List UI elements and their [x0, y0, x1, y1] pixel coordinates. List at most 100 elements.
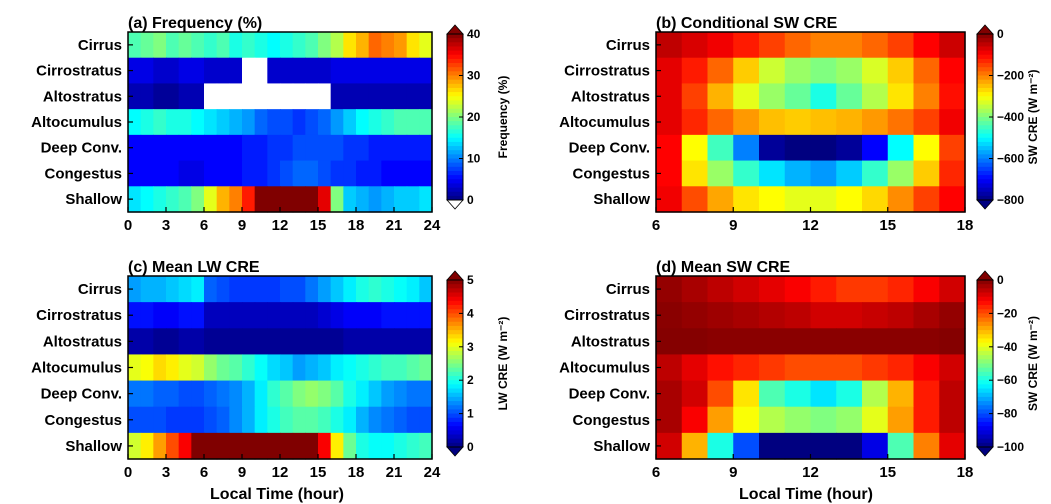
row-label: Altocumulus: [31, 360, 122, 377]
heatmap-cell: [707, 354, 734, 382]
heatmap-cell: [810, 32, 837, 59]
heatmap-cell: [292, 57, 306, 85]
heatmap-cell: [280, 32, 294, 59]
heatmap-cell: [836, 276, 863, 303]
colorbar-segment: [447, 392, 463, 398]
colorbar-segment: [977, 346, 993, 352]
heatmap-cell: [242, 380, 256, 408]
heatmap-cell: [292, 302, 306, 329]
heatmap-cell: [191, 354, 205, 382]
colorbar-segment: [447, 46, 463, 51]
colorbar-max-arrow: [446, 24, 464, 35]
colorbar-segment: [447, 384, 463, 389]
colorbar-min-arrow: [446, 199, 464, 210]
colorbar-segment: [977, 38, 993, 43]
heatmap-cell: [381, 406, 395, 434]
heatmap-cell: [242, 109, 256, 136]
heatmap-cell: [153, 354, 167, 382]
colorbar-segment: [977, 183, 993, 188]
heatmap-cell: [810, 328, 837, 356]
colorbar-segment: [977, 284, 993, 289]
colorbar-segment: [977, 342, 993, 348]
heatmap-cell: [216, 406, 230, 434]
heatmap-cell: [394, 302, 408, 329]
heatmap-cell: [191, 134, 205, 162]
x-tick-label: 15: [879, 217, 896, 234]
heatmap-cell: [254, 328, 268, 356]
heatmap-cell: [419, 134, 433, 162]
colorbar-segment: [447, 338, 463, 344]
colorbar-max-arrow: [976, 270, 994, 281]
heatmap-cell: [191, 276, 205, 303]
heatmap-cell: [419, 109, 433, 136]
colorbar-segment: [447, 409, 463, 414]
heatmap-cell: [191, 432, 205, 460]
heatmap-cell: [356, 186, 370, 213]
colorbar-segment: [977, 401, 993, 406]
x-tick-label: 0: [124, 217, 132, 234]
colorbar-segment: [447, 75, 463, 81]
heatmap-cell: [784, 380, 812, 408]
heatmap-cell: [381, 380, 395, 408]
colorbar-segment: [977, 92, 993, 97]
heatmap-cell: [862, 380, 889, 408]
colorbar-segment: [977, 300, 993, 306]
heatmap-cell: [707, 83, 734, 110]
colorbar-tick-label: 20: [467, 110, 481, 124]
x-tick-label: 21: [386, 464, 403, 481]
heatmap-cell: [759, 302, 786, 329]
colorbar-segment: [447, 154, 463, 159]
colorbar-segment: [447, 321, 463, 327]
row-label: Cirrostratus: [36, 307, 122, 324]
colorbar-segment: [977, 392, 993, 398]
heatmap-cell: [862, 160, 889, 187]
heatmap-cell: [862, 57, 889, 85]
heatmap-cell: [784, 109, 812, 136]
heatmap-cell: [784, 83, 812, 110]
heatmap-cell: [204, 432, 218, 460]
row-label: Deep Conv.: [569, 386, 650, 403]
heatmap-cell: [292, 134, 306, 162]
heatmap-cell: [836, 134, 863, 162]
row-label: Shallow: [593, 438, 650, 455]
colorbar-segment: [447, 117, 463, 122]
x-tick-label: 6: [200, 217, 208, 234]
colorbar-segment: [977, 175, 993, 180]
heatmap-cell: [254, 432, 268, 460]
row-label: Altostratus: [571, 88, 650, 105]
heatmap-cell: [368, 134, 382, 162]
heatmap-cell: [166, 276, 180, 303]
heatmap-cell: [330, 380, 344, 408]
panel-title: (a) Frequency (%): [128, 15, 262, 32]
colorbar-segment: [447, 305, 463, 310]
colorbar-segment: [977, 367, 993, 373]
heatmap-cell: [394, 186, 408, 213]
heatmap-cell: [394, 276, 408, 303]
heatmap-cell: [343, 83, 357, 110]
heatmap-cell: [356, 134, 370, 162]
heatmap-cell: [368, 328, 382, 356]
heatmap-cell: [267, 328, 281, 356]
heatmap-cell: [381, 32, 395, 59]
colorbar-segment: [977, 170, 993, 176]
heatmap-cell: [419, 186, 433, 213]
heatmap-cell: [140, 83, 154, 110]
heatmap-cell: [229, 302, 243, 329]
heatmap-cell: [267, 57, 281, 85]
colorbar-segment: [977, 75, 993, 81]
heatmap-cell: [381, 328, 395, 356]
heatmap-cell: [810, 276, 837, 303]
panel-d-mean-sw-cre: Cirrus Cirrostratus Altostratus Altocumulus…: [559, 259, 1040, 481]
colorbar-segment: [977, 150, 993, 155]
row-label: Deep Conv.: [41, 386, 122, 403]
x-tick-label: 12: [802, 217, 819, 234]
colorbar-tick-label: −100: [997, 440, 1024, 454]
heatmap-cell: [166, 354, 180, 382]
heatmap-cell: [140, 134, 154, 162]
colorbar-segment: [447, 380, 463, 385]
colorbar-segment: [447, 346, 463, 352]
heatmap-cell: [166, 328, 180, 356]
heatmap-cell: [784, 328, 812, 356]
colorbar-segment: [447, 54, 463, 60]
colorbar-segment: [977, 350, 993, 356]
